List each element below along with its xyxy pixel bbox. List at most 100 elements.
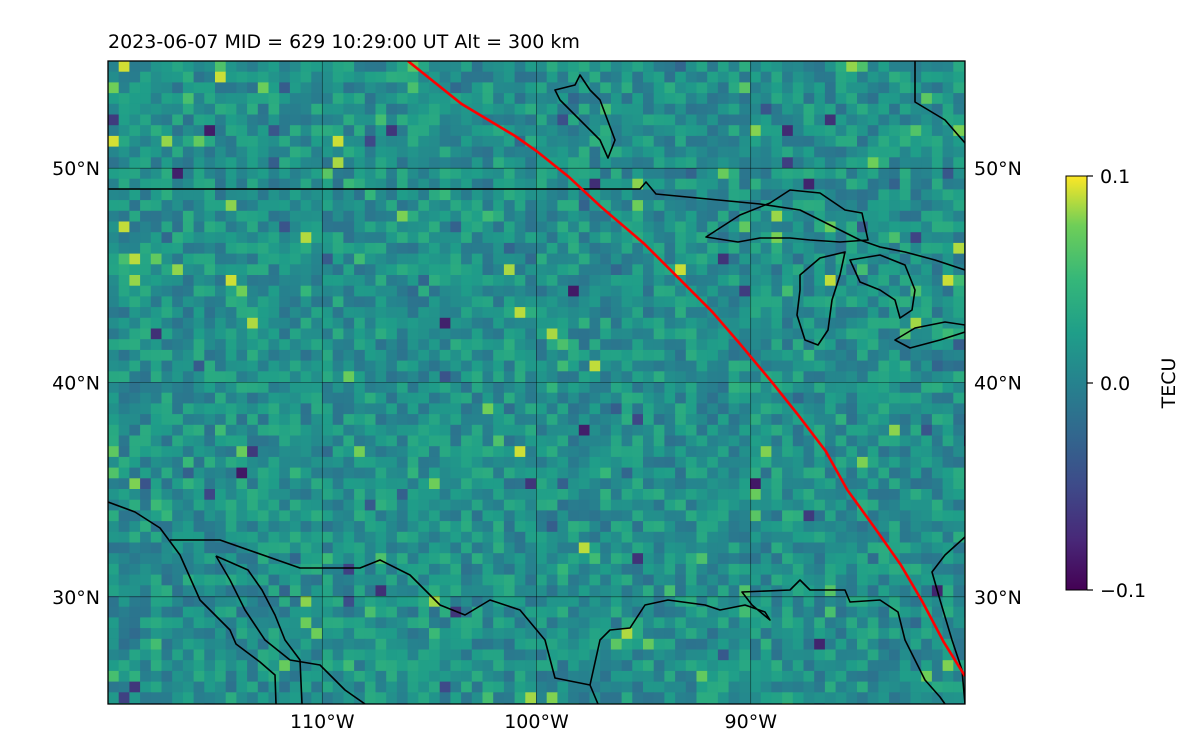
heatmap-cell [910,670,922,682]
heatmap-cell [396,499,408,511]
heatmap-cell [247,189,259,201]
heatmap-cell [182,200,194,212]
heatmap-cell [343,264,355,276]
heatmap-cell [814,542,826,554]
heatmap-cell [461,424,473,436]
heatmap-cell [889,692,901,704]
heatmap-cell [407,467,419,479]
heatmap-cell [525,189,537,201]
heatmap-cell [204,563,216,575]
heatmap-cell [268,317,280,329]
heatmap-cell [750,617,762,629]
heatmap-cell [525,382,537,394]
heatmap-cell [439,596,451,608]
heatmap-cell [236,692,248,704]
heatmap-cell [921,178,933,190]
heatmap-cell [610,403,622,415]
heatmap-cell [846,349,858,361]
heatmap-cell [247,253,259,265]
heatmap-cell [931,103,943,115]
heatmap-cell [578,360,590,372]
heatmap-cell [268,328,280,340]
heatmap-cell [824,317,836,329]
heatmap-cell [824,349,836,361]
heatmap-cell [150,638,162,650]
heatmap-cell [857,681,869,693]
heatmap-cell [279,392,291,404]
heatmap-cell [739,71,751,83]
heatmap-cell [728,478,740,490]
heatmap-cell [803,435,815,447]
heatmap-cell [322,200,334,212]
heatmap-cell [717,670,729,682]
heatmap-cell [129,617,141,629]
heatmap-cell [140,638,152,650]
heatmap-cell [482,168,494,180]
heatmap-cell [311,168,323,180]
heatmap-cell [140,146,152,158]
heatmap-cell [546,168,558,180]
heatmap-cell [889,135,901,147]
heatmap-cell [386,424,398,436]
heatmap-cell [247,446,259,458]
heatmap-cell [889,681,901,693]
heatmap-cell [675,628,687,640]
heatmap-cell [835,703,847,704]
heatmap-cell [225,189,237,201]
heatmap-cell [375,168,387,180]
heatmap-cell [546,71,558,83]
heatmap-cell [289,317,301,329]
heatmap-cell [803,275,815,287]
heatmap-cell [653,168,665,180]
heatmap-cell [461,93,473,105]
heatmap-cell [942,200,954,212]
heatmap-cell [953,360,965,372]
heatmap-cell [354,317,366,329]
heatmap-cell [717,510,729,522]
heatmap-cell [846,135,858,147]
heatmap-cell [910,232,922,244]
heatmap-cell [204,478,216,490]
heatmap-cell [557,146,569,158]
heatmap-cell [536,232,548,244]
heatmap-cell [129,135,141,147]
heatmap-cell [429,467,441,479]
heatmap-cell [140,125,152,137]
heatmap-cell [964,617,965,629]
heatmap-cell [803,285,815,297]
heatmap-cell [910,103,922,115]
heatmap-cell [525,574,537,586]
heatmap-cell [236,681,248,693]
heatmap-cell [835,467,847,479]
heatmap-cell [728,82,740,94]
heatmap-cell [354,467,366,479]
heatmap-cell [857,114,869,126]
heatmap-cell [150,382,162,394]
heatmap-cell [215,114,227,126]
heatmap-cell [942,210,954,222]
heatmap-cell [910,189,922,201]
heatmap-cell [568,317,580,329]
heatmap-cell [921,531,933,543]
heatmap-cell [867,489,879,501]
heatmap-cell [867,596,879,608]
heatmap-cell [236,82,248,94]
heatmap-cell [546,692,558,704]
heatmap-cell [450,553,462,565]
heatmap-cell [824,531,836,543]
heatmap-cell [311,638,323,650]
heatmap-cell [225,178,237,190]
heatmap-cell [182,71,194,83]
heatmap-cell [503,617,515,629]
heatmap-cell [846,660,858,672]
heatmap-cell [857,531,869,543]
heatmap-cell [899,531,911,543]
heatmap-cell [589,563,601,575]
heatmap-cell [461,499,473,511]
heatmap-cell [129,200,141,212]
heatmap-cell [493,638,505,650]
heatmap-cell [354,563,366,575]
heatmap-cell [803,135,815,147]
heatmap-cell [450,103,462,115]
heatmap-cell [182,553,194,565]
